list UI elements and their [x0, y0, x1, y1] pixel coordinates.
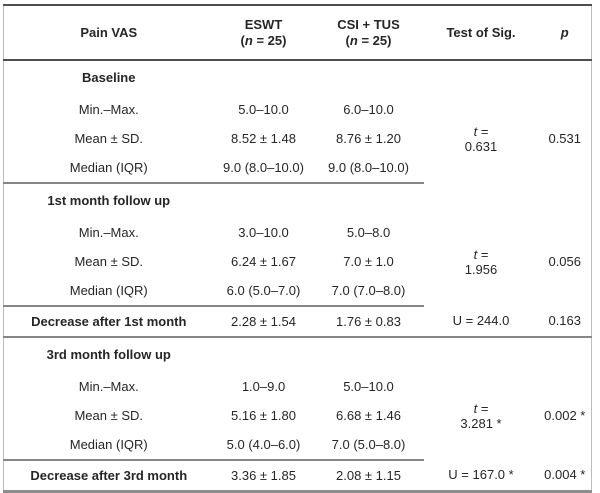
pain-vas-table: Pain VAS ESWT (n = 25) CSI + TUS (n = 25… [3, 4, 592, 493]
baseline-p-value: 0.531 [548, 131, 582, 146]
month3-sig-value: 3.281 * [460, 416, 502, 431]
month1-title: 1st month follow up [47, 193, 171, 208]
baseline-minmax-label: Min.–Max. [78, 101, 139, 117]
month1-median-eswt: 6.0 (5.0–7.0) [213, 276, 314, 307]
month1-median-row: Median (IQR) 6.0 (5.0–7.0) 7.0 (7.0–8.0) [3, 276, 592, 307]
month3-title-row: 3rd month follow up [4, 337, 592, 372]
baseline-mean-row: Mean ± SD. 8.52 ± 1.48 8.76 ± 1.20 [4, 124, 592, 153]
month3-minmax-eswt: 1.0–9.0 [241, 378, 286, 394]
baseline-mean-eswt: 8.52 ± 1.48 [231, 130, 296, 146]
month1-p-value: 0.056 [548, 254, 582, 269]
baseline-minmax-row: Min.–Max. 5.0–10.0 6.0–10.0 t = 0.631 0.… [4, 95, 592, 155]
month3-p-value: 0.002 * [544, 408, 586, 423]
decrease1-eswt: 2.28 ± 1.54 [213, 306, 314, 338]
month3-median-csi: 7.0 (5.0–8.0) [313, 430, 424, 461]
header-eswt-name: ESWT [244, 16, 283, 32]
baseline-title: Baseline [82, 70, 136, 85]
decrease1-p-value: 0.163 [538, 306, 592, 338]
header-eswt: ESWT (n = 25) [213, 5, 314, 61]
month3-mean-label: Mean ± SD. [74, 407, 144, 423]
month1-minmax-eswt: 3.0–10.0 [238, 224, 289, 240]
month1-mean-row: Mean ± SD. 6.24 ± 1.67 7.0 ± 1.0 [4, 247, 592, 276]
month3-title: 3rd month follow up [46, 347, 171, 362]
baseline-minmax-eswt: 5.0–10.0 [238, 101, 289, 117]
decrease1-label: Decrease after 1st month [3, 306, 214, 338]
baseline-median-csi: 9.0 (8.0–10.0) [313, 153, 424, 184]
decrease3-row: Decrease after 3rd month 3.36 ± 1.85 2.0… [4, 460, 592, 492]
baseline-median-eswt: 9.0 (8.0–10.0) [213, 153, 314, 184]
month1-sig-value: 1.956 [464, 262, 498, 277]
month3-mean-row: Mean ± SD. 5.16 ± 1.80 6.68 ± 1.46 [4, 401, 592, 430]
month1-median-csi: 7.0 (7.0–8.0) [313, 276, 424, 307]
month3-median-label: Median (IQR) [3, 430, 214, 461]
header-p: p [538, 5, 592, 61]
baseline-median-row: Median (IQR) 9.0 (8.0–10.0) 9.0 (8.0–10.… [3, 153, 592, 184]
baseline-mean-label: Mean ± SD. [74, 130, 144, 146]
month1-minmax-label: Min.–Max. [78, 224, 139, 240]
month1-mean-csi: 7.0 ± 1.0 [343, 253, 394, 269]
header-pain-vas: Pain VAS [3, 5, 214, 61]
month1-minmax-row: Min.–Max. 3.0–10.0 5.0–8.0 t = 1.956 0.0… [4, 218, 592, 278]
baseline-title-row: Baseline [4, 60, 592, 95]
month1-title-row: 1st month follow up [4, 183, 592, 218]
month3-median-row: Median (IQR) 5.0 (4.0–6.0) 7.0 (5.0–8.0) [3, 430, 592, 461]
month3-minmax-csi: 5.0–10.0 [343, 378, 394, 394]
baseline-minmax-csi: 6.0–10.0 [343, 101, 394, 117]
decrease3-sig: U = 167.0 * [448, 467, 514, 482]
month1-mean-label: Mean ± SD. [74, 253, 144, 269]
decrease3-csi: 2.08 ± 1.15 [336, 467, 401, 483]
baseline-median-label: Median (IQR) [3, 153, 214, 184]
decrease3-eswt: 3.36 ± 1.85 [231, 467, 296, 483]
baseline-sig: t = 0.631 [424, 95, 539, 183]
header-eswt-n: (n = 25) [240, 32, 287, 48]
header-row: Pain VAS ESWT (n = 25) CSI + TUS (n = 25… [3, 5, 592, 61]
baseline-mean-csi: 8.76 ± 1.20 [336, 130, 401, 146]
month1-sig: t = 1.956 [424, 218, 539, 306]
month1-mean-eswt: 6.24 ± 1.67 [231, 253, 296, 269]
header-csi-name: CSI + TUS [337, 16, 400, 32]
baseline-sig-value: 0.631 [464, 139, 498, 154]
month3-mean-eswt: 5.16 ± 1.80 [231, 407, 296, 423]
header-csi-tus: CSI + TUS (n = 25) [313, 5, 424, 61]
pain-vas-table-container: Pain VAS ESWT (n = 25) CSI + TUS (n = 25… [3, 4, 592, 493]
decrease1-row: Decrease after 1st month 2.28 ± 1.54 1.7… [3, 306, 592, 338]
month3-mean-csi: 6.68 ± 1.46 [336, 407, 401, 423]
month1-median-label: Median (IQR) [3, 276, 214, 307]
header-csi-n: (n = 25) [345, 32, 392, 48]
month3-minmax-row: Min.–Max. 1.0–9.0 5.0–10.0 t = 3.281 * 0… [4, 372, 592, 432]
month3-sig: t = 3.281 * [424, 372, 539, 460]
decrease3-p-value: 0.004 * [544, 467, 586, 482]
decrease1-csi: 1.76 ± 0.83 [313, 306, 424, 338]
decrease1-sig: U = 244.0 [423, 306, 539, 338]
month1-minmax-csi: 5.0–8.0 [346, 224, 391, 240]
decrease3-label: Decrease after 3rd month [30, 467, 188, 483]
header-test-of-sig: Test of Sig. [423, 5, 539, 61]
month3-median-eswt: 5.0 (4.0–6.0) [213, 430, 314, 461]
month3-minmax-label: Min.–Max. [78, 378, 139, 394]
